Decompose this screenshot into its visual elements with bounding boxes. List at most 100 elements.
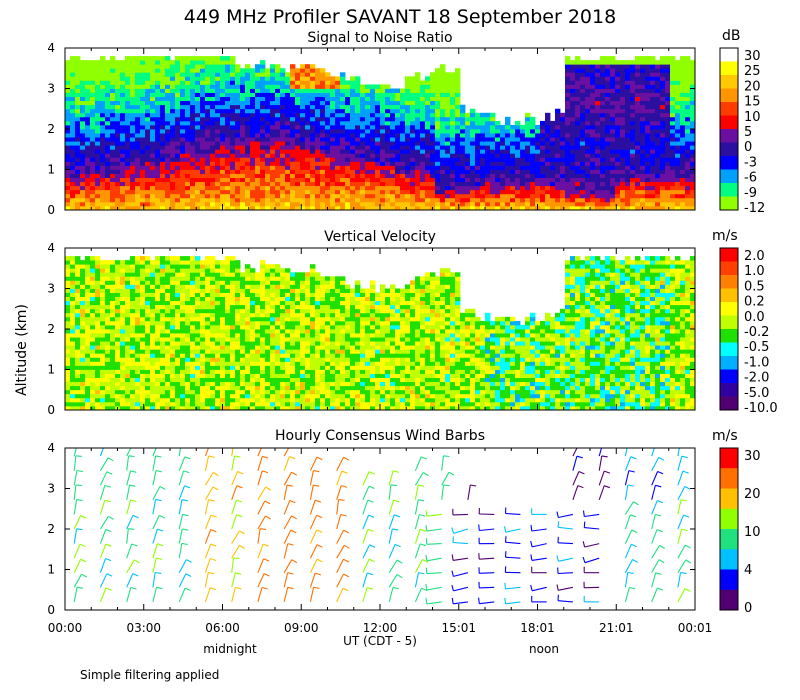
heat-cell — [650, 173, 656, 178]
heat-cell — [190, 84, 196, 89]
heat-cell — [570, 189, 576, 195]
heat-cell — [690, 112, 695, 118]
heat-cell — [145, 201, 151, 207]
heat-cell — [415, 153, 421, 158]
heat-cell — [285, 189, 291, 195]
heat-cell — [155, 296, 161, 302]
heat-cell — [665, 189, 671, 195]
heat-cell — [190, 72, 196, 77]
heat-cell — [130, 308, 136, 314]
heat-cell — [425, 153, 431, 158]
heat-cell — [125, 272, 131, 277]
heat-cell — [545, 181, 551, 187]
heat-cell — [650, 92, 656, 97]
heat-cell — [335, 124, 341, 130]
heat-cell — [295, 120, 301, 126]
heat-cell — [595, 145, 601, 150]
heat-cell — [365, 185, 371, 191]
heat-cell — [665, 201, 671, 207]
heat-cell — [255, 64, 261, 69]
heat-cell — [175, 197, 181, 203]
heat-cell — [665, 116, 671, 122]
heat-cell — [270, 100, 276, 106]
heat-cell — [645, 64, 651, 69]
heat-cell — [555, 197, 561, 203]
heat-cell — [680, 205, 686, 210]
heat-cell — [200, 72, 206, 77]
heat-cell — [80, 177, 86, 183]
heat-cell — [150, 300, 156, 306]
heat-cell — [135, 104, 141, 110]
heat-cell — [655, 201, 661, 207]
heat-cell — [135, 76, 141, 81]
heat-cell — [315, 161, 321, 166]
heat-cell — [615, 181, 621, 187]
heat-cell — [460, 145, 466, 150]
heat-cell — [555, 157, 561, 162]
heat-cell — [120, 141, 126, 146]
heat-cell — [390, 92, 396, 97]
heat-cell — [125, 149, 131, 154]
heat-cell — [150, 308, 156, 314]
heat-cell — [440, 96, 446, 102]
heat-cell — [455, 177, 461, 183]
heat-cell — [500, 149, 506, 154]
heat-cell — [560, 157, 566, 162]
heat-cell — [385, 116, 391, 122]
heat-cell — [395, 205, 401, 210]
heat-cell — [85, 84, 91, 89]
heat-cell — [595, 88, 601, 93]
heat-cell — [90, 349, 96, 354]
heat-cell — [80, 361, 86, 366]
heat-cell — [180, 137, 186, 142]
heat-cell — [220, 76, 226, 81]
heat-cell — [585, 181, 591, 187]
heat-cell — [75, 185, 81, 191]
heat-cell — [75, 161, 81, 166]
heat-cell — [630, 72, 636, 77]
heat-cell — [380, 177, 386, 183]
heat-cell — [365, 116, 371, 122]
heat-cell — [205, 112, 211, 118]
heat-cell — [600, 68, 606, 73]
heat-cell — [545, 185, 551, 191]
heat-cell — [615, 84, 621, 89]
heat-cell — [140, 284, 146, 289]
heat-cell — [635, 108, 641, 114]
heat-cell — [680, 124, 686, 130]
heat-cell — [155, 56, 161, 61]
heat-cell — [410, 185, 416, 191]
heat-cell — [100, 397, 106, 403]
heat-cell — [150, 284, 156, 289]
heat-cell — [275, 165, 281, 170]
heat-cell — [190, 185, 196, 191]
heat-cell — [530, 145, 536, 150]
heat-cell — [120, 88, 126, 93]
heat-cell — [80, 312, 86, 318]
heat-cell — [265, 149, 271, 154]
heat-cell — [340, 189, 346, 195]
heat-cell — [130, 161, 136, 166]
heat-cell — [95, 141, 101, 146]
heat-cell — [370, 133, 376, 138]
heat-cell — [480, 124, 486, 130]
heat-cell — [135, 341, 141, 346]
heat-cell — [125, 276, 131, 281]
heat-cell — [235, 133, 241, 138]
heat-cell — [110, 145, 116, 150]
heat-cell — [430, 149, 436, 154]
heat-cell — [285, 116, 291, 122]
heat-cell — [345, 181, 351, 187]
heat-cell — [450, 185, 456, 191]
heat-cell — [585, 116, 591, 122]
heat-cell — [90, 157, 96, 162]
heat-cell — [125, 56, 131, 61]
heat-cell — [115, 357, 121, 362]
heat-cell — [555, 189, 561, 195]
heat-cell — [330, 165, 336, 170]
heat-cell — [70, 96, 76, 102]
heat-cell — [625, 173, 631, 178]
heat-cell — [325, 165, 331, 170]
heat-cell — [645, 84, 651, 89]
heat-cell — [475, 157, 481, 162]
